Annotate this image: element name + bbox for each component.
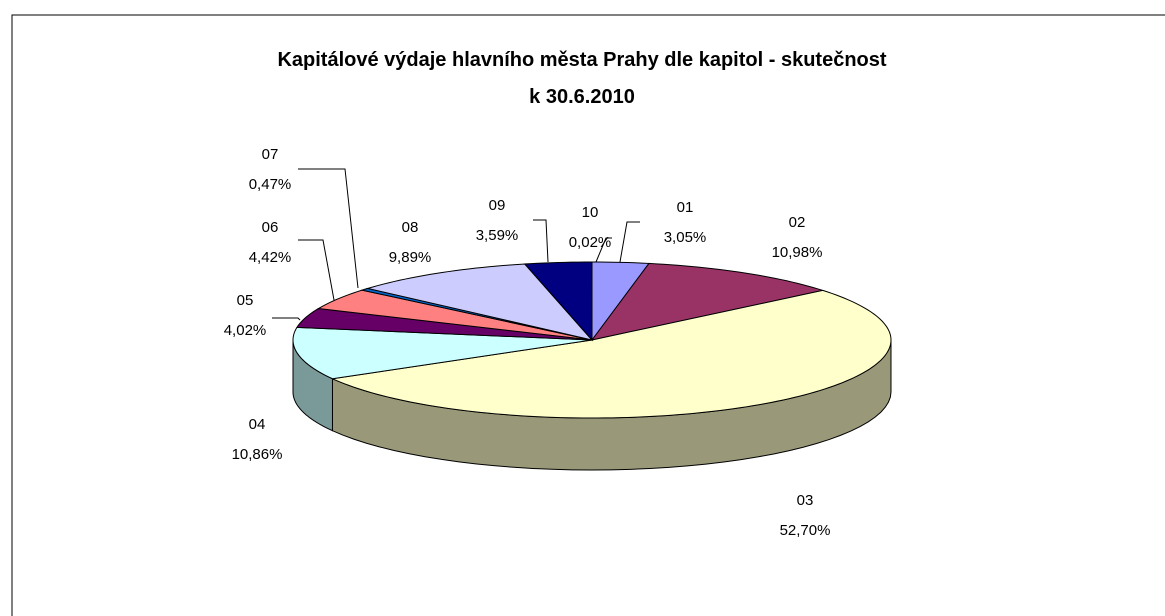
data-label-value: 9,89%	[389, 249, 432, 266]
leader-line	[298, 168, 359, 289]
data-label-name: 10	[582, 204, 599, 221]
pie-slice	[590, 262, 825, 341]
data-label-name: 08	[402, 219, 419, 236]
data-label-value: 3,05%	[664, 229, 707, 246]
leader-line	[619, 221, 640, 263]
data-label-value: 10,86%	[232, 446, 283, 463]
data-label-name: 04	[249, 416, 266, 433]
pie-slice	[292, 326, 593, 380]
chart-border	[11, 14, 1165, 616]
pie-slice	[296, 308, 593, 341]
data-label-name: 05	[237, 292, 254, 309]
leader-line	[298, 239, 335, 301]
data-label-value: 0,47%	[249, 176, 292, 193]
data-label-name: 06	[262, 219, 279, 236]
data-label-name: 07	[262, 146, 279, 163]
data-label-value: 52,70%	[780, 522, 831, 539]
data-label-value: 4,42%	[249, 249, 292, 266]
leader-line	[533, 219, 549, 263]
pie-slice	[330, 289, 892, 419]
leader-line	[272, 317, 301, 321]
data-label-name: 09	[489, 197, 506, 214]
chart-title: Kapitálové výdaje hlavního města Prahy d…	[277, 49, 886, 71]
pie-slice	[316, 289, 593, 341]
data-label-value: 4,02%	[224, 322, 267, 339]
pie-slice	[365, 263, 594, 341]
data-label-value: 0,02%	[569, 234, 612, 251]
pie-slice	[523, 261, 593, 342]
leader-line	[595, 237, 612, 263]
data-label-value: 3,59%	[476, 227, 519, 244]
data-label-name: 02	[789, 214, 806, 231]
chart-title: k 30.6.2010	[529, 86, 635, 108]
data-label-value: 10,98%	[772, 244, 823, 261]
data-label-name: 03	[797, 492, 814, 509]
data-label-name: 01	[677, 199, 694, 216]
